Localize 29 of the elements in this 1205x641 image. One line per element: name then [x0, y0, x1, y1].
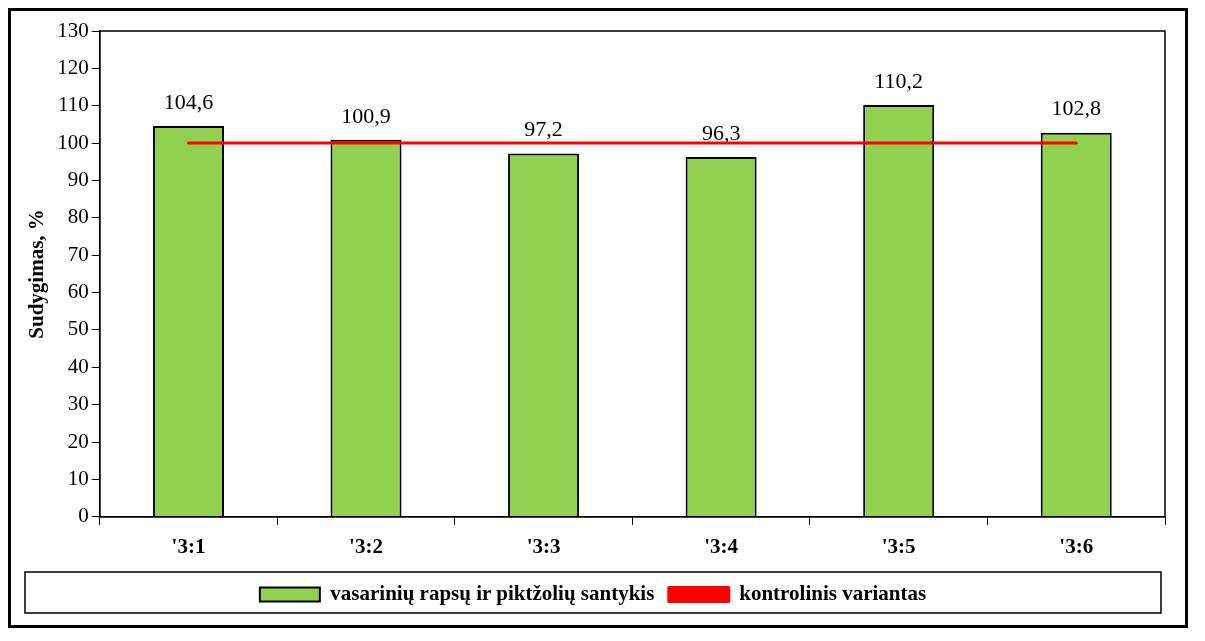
y-tick-label: 0	[78, 503, 89, 528]
data-label: 100,9	[341, 102, 391, 128]
legend-label: vasarinių rapsų ir piktžolių santykis	[330, 580, 655, 605]
y-tick-label: 30	[67, 391, 89, 416]
y-tick-label: 80	[67, 204, 89, 229]
x-tick-label: '3:1	[171, 533, 206, 558]
y-tick-label: 40	[67, 353, 89, 378]
x-tick-label: '3:3	[526, 533, 561, 558]
x-tick-label: '3:6	[1059, 533, 1094, 558]
data-label: 104,6	[163, 88, 214, 114]
y-axis-title: Sudygimas, %	[24, 209, 49, 339]
data-label: 96,3	[701, 119, 741, 145]
x-tick-label: '3:5	[881, 533, 916, 558]
data-label: 110,2	[874, 67, 924, 93]
y-tick-label: 50	[67, 316, 89, 341]
y-tick-label: 60	[67, 279, 89, 304]
y-tick-label: 120	[57, 54, 89, 79]
data-label: 102,8	[1051, 95, 1101, 121]
legend-label: kontrolinis variantas	[739, 580, 927, 605]
x-tick-label: '3:4	[704, 533, 739, 558]
data-label: 97,2	[524, 116, 563, 142]
y-tick-label: 70	[67, 241, 89, 266]
y-tick-label: 10	[67, 465, 89, 490]
y-tick-label: 90	[67, 166, 89, 191]
y-tick-label: 20	[67, 428, 89, 453]
x-tick-label: '3:2	[349, 533, 383, 558]
y-tick-label: 110	[57, 92, 89, 117]
y-tick-label: 100	[57, 129, 89, 154]
y-tick-label: 130	[57, 17, 89, 42]
